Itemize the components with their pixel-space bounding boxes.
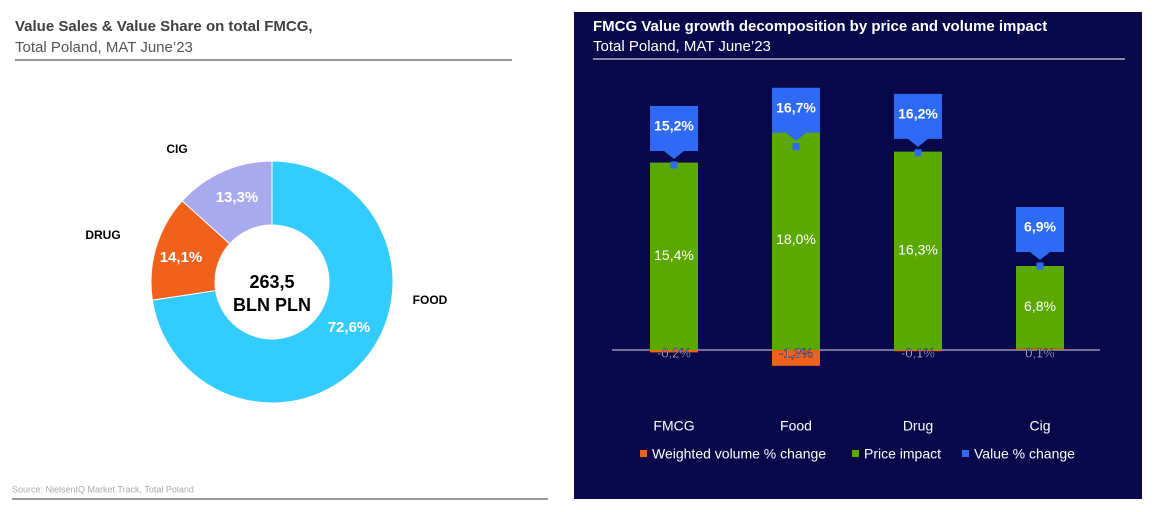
- legend-label: Value % change: [974, 446, 1075, 462]
- chart-title: Value Sales & Value Share on total FMCG,: [15, 18, 313, 35]
- legend-swatch: [962, 450, 969, 457]
- chart-subtitle: Total Poland, MAT June’23: [15, 39, 193, 56]
- value-label: 16,7%: [776, 99, 816, 115]
- center-label: BLN PLN: [233, 295, 311, 315]
- x-tick-label: FMCG: [653, 418, 694, 434]
- legend-swatch: [852, 450, 859, 457]
- legend-label: Weighted volume % change: [652, 446, 826, 462]
- donut-segment: [181, 160, 273, 245]
- value-label: 16,2%: [898, 106, 938, 122]
- bar: [1016, 266, 1064, 349]
- value-label: -0,2%: [657, 345, 691, 360]
- category-label: CIG: [166, 142, 187, 156]
- chart-subtitle: Total Poland, MAT June’23: [593, 38, 771, 55]
- callout: [772, 87, 820, 141]
- value-label: 15,4%: [654, 247, 694, 263]
- value-label: -0,1%: [901, 345, 935, 360]
- bar: [1016, 348, 1064, 350]
- chart-title: FMCG Value growth decomposition by price…: [593, 18, 1047, 35]
- bar: [772, 349, 820, 366]
- value-label: 6,9%: [1024, 219, 1056, 235]
- x-tick-label: Cig: [1029, 418, 1050, 434]
- category-label: FOOD: [413, 293, 448, 307]
- marker: [792, 143, 800, 151]
- value-label: 15,2%: [654, 118, 694, 134]
- bar: [894, 349, 942, 352]
- callout: [894, 93, 942, 147]
- category-label: DRUG: [85, 228, 120, 242]
- value-label: 72,6%: [328, 319, 371, 336]
- legend-label: Price impact: [864, 446, 941, 462]
- x-tick-label: Food: [780, 418, 812, 434]
- bar: [894, 151, 942, 350]
- bar: [650, 349, 698, 353]
- marker: [1036, 262, 1044, 270]
- bar: [772, 130, 820, 350]
- value-label: 6,8%: [1024, 298, 1056, 314]
- bar: [650, 162, 698, 350]
- value-label: 16,3%: [898, 241, 938, 257]
- x-tick-label: Drug: [903, 418, 933, 434]
- value-label: 13,3%: [216, 189, 259, 206]
- value-label: 18,0%: [776, 231, 816, 247]
- value-label: 0,1%: [1025, 345, 1055, 360]
- marker: [914, 149, 922, 157]
- callout: [650, 105, 698, 159]
- legend-swatch: [640, 450, 647, 457]
- value-label: -1,3%: [779, 345, 813, 360]
- marker: [670, 161, 678, 169]
- center-label: 263,5: [249, 272, 294, 292]
- value-label: 14,1%: [160, 249, 203, 266]
- source: Source: NielsenIQ Market Track, Total Po…: [12, 484, 194, 494]
- donut-segment: [151, 160, 394, 404]
- callout: [1016, 207, 1064, 261]
